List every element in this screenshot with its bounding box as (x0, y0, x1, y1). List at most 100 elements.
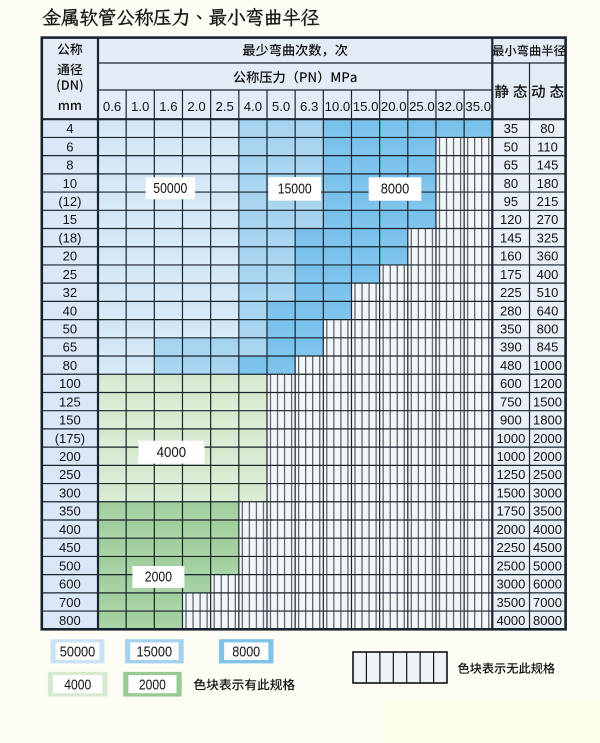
svg-text:3000: 3000 (496, 577, 525, 592)
svg-text:10.0: 10.0 (325, 99, 351, 114)
svg-text:2000: 2000 (145, 570, 172, 586)
svg-text:3500: 3500 (496, 595, 525, 610)
svg-text:25: 25 (63, 267, 77, 282)
svg-text:40: 40 (63, 303, 77, 318)
svg-text:15000: 15000 (137, 645, 173, 661)
svg-text:5000: 5000 (533, 558, 562, 573)
svg-text:1200: 1200 (533, 376, 562, 391)
svg-text:350: 350 (500, 322, 522, 337)
svg-text:(18): (18) (58, 230, 81, 245)
svg-text:32.0: 32.0 (437, 99, 463, 114)
svg-text:65: 65 (504, 158, 518, 173)
svg-text:350: 350 (59, 504, 81, 519)
svg-text:200: 200 (59, 449, 81, 464)
svg-text:325: 325 (537, 230, 559, 245)
svg-text:2000: 2000 (533, 431, 562, 446)
svg-text:175: 175 (500, 267, 522, 282)
svg-text:6.3: 6.3 (300, 99, 318, 114)
svg-text:2000: 2000 (533, 449, 562, 464)
svg-text:7000: 7000 (533, 595, 562, 610)
svg-text:900: 900 (500, 413, 522, 428)
svg-text:1000: 1000 (533, 358, 562, 373)
svg-text:120: 120 (500, 212, 522, 227)
svg-text:8000: 8000 (533, 613, 562, 628)
svg-text:15000: 15000 (278, 182, 312, 198)
svg-text:2.0: 2.0 (187, 99, 205, 114)
svg-text:125: 125 (59, 394, 81, 409)
svg-text:500: 500 (59, 558, 81, 573)
svg-text:300: 300 (59, 486, 81, 501)
svg-text:80: 80 (63, 358, 77, 373)
svg-text:4: 4 (66, 121, 73, 136)
svg-text:360: 360 (537, 249, 559, 264)
svg-text:750: 750 (500, 394, 522, 409)
svg-text:3000: 3000 (533, 486, 562, 501)
svg-text:225: 225 (500, 285, 522, 300)
svg-text:180: 180 (537, 176, 559, 191)
svg-text:20.0: 20.0 (381, 99, 407, 114)
svg-text:5.0: 5.0 (272, 99, 290, 114)
svg-text:400: 400 (537, 267, 559, 282)
svg-text:(12): (12) (58, 194, 81, 209)
svg-text:450: 450 (59, 540, 81, 555)
svg-text:50: 50 (63, 322, 77, 337)
svg-text:640: 640 (537, 303, 559, 318)
svg-text:4000: 4000 (64, 678, 91, 694)
svg-text:35: 35 (504, 121, 518, 136)
svg-text:50000: 50000 (153, 181, 187, 197)
svg-text:3500: 3500 (533, 504, 562, 519)
svg-text:80: 80 (504, 176, 518, 191)
svg-text:145: 145 (500, 230, 522, 245)
svg-text:700: 700 (59, 595, 81, 610)
svg-text:100: 100 (59, 376, 81, 391)
svg-text:4000: 4000 (157, 445, 187, 461)
svg-text:4500: 4500 (533, 540, 562, 555)
svg-text:1800: 1800 (533, 413, 562, 428)
svg-text:2250: 2250 (496, 540, 525, 555)
svg-text:480: 480 (500, 358, 522, 373)
svg-text:2.5: 2.5 (216, 99, 234, 114)
svg-text:15: 15 (63, 212, 77, 227)
svg-text:1000: 1000 (496, 449, 525, 464)
svg-text:8000: 8000 (381, 182, 410, 198)
svg-text:8: 8 (66, 158, 73, 173)
svg-text:1.6: 1.6 (159, 99, 177, 114)
svg-text:270: 270 (537, 212, 559, 227)
svg-text:20: 20 (63, 249, 77, 264)
svg-text:0.6: 0.6 (103, 99, 121, 114)
svg-text:8000: 8000 (232, 645, 260, 661)
svg-text:4000: 4000 (533, 522, 562, 537)
svg-text:390: 390 (500, 340, 522, 355)
svg-text:800: 800 (59, 613, 81, 628)
svg-text:1500: 1500 (496, 486, 525, 501)
svg-text:145: 145 (537, 158, 559, 173)
svg-text:15.0: 15.0 (353, 99, 379, 114)
svg-text:6: 6 (66, 139, 73, 154)
svg-text:845: 845 (537, 340, 559, 355)
svg-text:215: 215 (537, 194, 559, 209)
svg-text:1750: 1750 (496, 504, 525, 519)
svg-text:50000: 50000 (60, 645, 96, 661)
svg-text:2000: 2000 (139, 678, 166, 694)
svg-text:600: 600 (59, 577, 81, 592)
svg-text:600: 600 (500, 376, 522, 391)
svg-text:25.0: 25.0 (409, 99, 435, 114)
svg-text:160: 160 (500, 249, 522, 264)
svg-text:400: 400 (59, 522, 81, 537)
svg-text:1500: 1500 (533, 394, 562, 409)
svg-text:250: 250 (59, 467, 81, 482)
svg-text:95: 95 (504, 194, 518, 209)
svg-text:6000: 6000 (533, 577, 562, 592)
svg-text:150: 150 (59, 413, 81, 428)
svg-text:2000: 2000 (496, 522, 525, 537)
svg-text:800: 800 (537, 322, 559, 337)
svg-text:35.0: 35.0 (465, 99, 491, 114)
svg-text:50: 50 (504, 139, 518, 154)
svg-text:110: 110 (537, 139, 558, 154)
svg-text:510: 510 (537, 285, 559, 300)
svg-text:32: 32 (63, 285, 77, 300)
svg-text:4000: 4000 (496, 613, 525, 628)
svg-text:1.0: 1.0 (131, 99, 149, 114)
svg-text:65: 65 (63, 340, 77, 355)
svg-text:(175): (175) (55, 431, 85, 446)
